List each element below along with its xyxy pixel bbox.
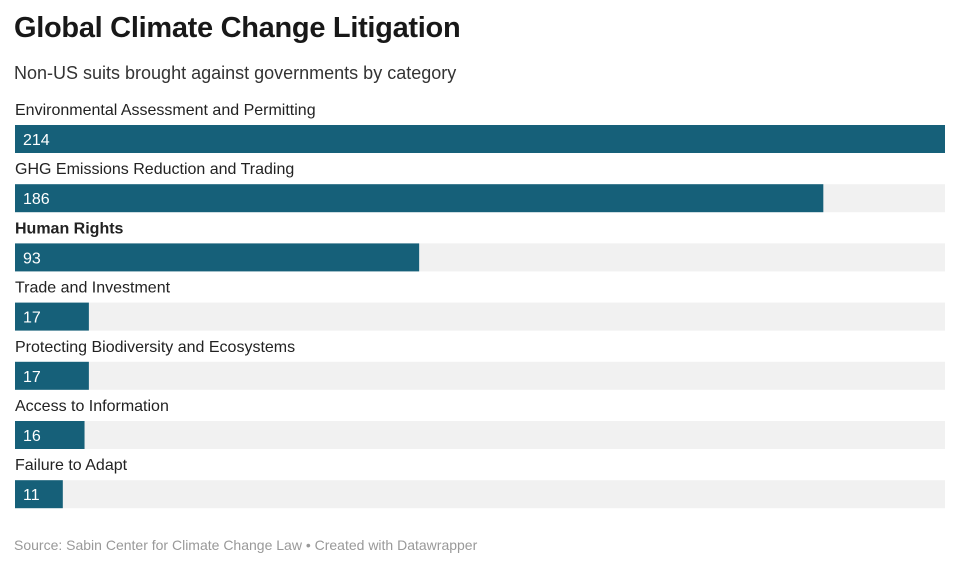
category-label: Protecting Biodiversity and Ecosystems [15, 339, 295, 356]
category-label: Environmental Assessment and Permitting [15, 102, 316, 119]
bar [15, 184, 824, 213]
bar [15, 480, 63, 509]
value-label: 16 [23, 428, 41, 445]
chart-title: Global Climate Change Litigation [14, 12, 461, 44]
bar [15, 125, 945, 153]
chart-footer: Source: Sabin Center for Climate Change … [14, 537, 477, 553]
value-label: 17 [23, 310, 41, 327]
value-label: 11 [23, 487, 40, 504]
bar [15, 243, 420, 272]
bar-track [15, 361, 945, 390]
category-label: Access to Information [15, 398, 169, 415]
value-label: 214 [23, 132, 50, 149]
datawrapper-credit: Created with Datawrapper [314, 537, 478, 553]
chart-subtitle: Non-US suits brought against governments… [14, 63, 457, 83]
bar [15, 302, 89, 331]
value-label: 93 [23, 250, 41, 267]
value-label: 186 [23, 191, 50, 208]
bar-track [15, 302, 945, 331]
source-note: Source: Sabin Center for Climate Change … [14, 537, 302, 553]
bar [15, 361, 89, 390]
category-label: Trade and Investment [15, 280, 171, 297]
category-label: Failure to Adapt [15, 457, 128, 474]
value-label: 17 [23, 369, 41, 386]
category-label: Human Rights [15, 220, 124, 237]
bar [15, 421, 85, 449]
bar-track [15, 480, 945, 509]
footer-separator: • [301, 537, 315, 553]
category-label: GHG Emissions Reduction and Trading [15, 161, 294, 178]
bar-track [15, 421, 945, 449]
